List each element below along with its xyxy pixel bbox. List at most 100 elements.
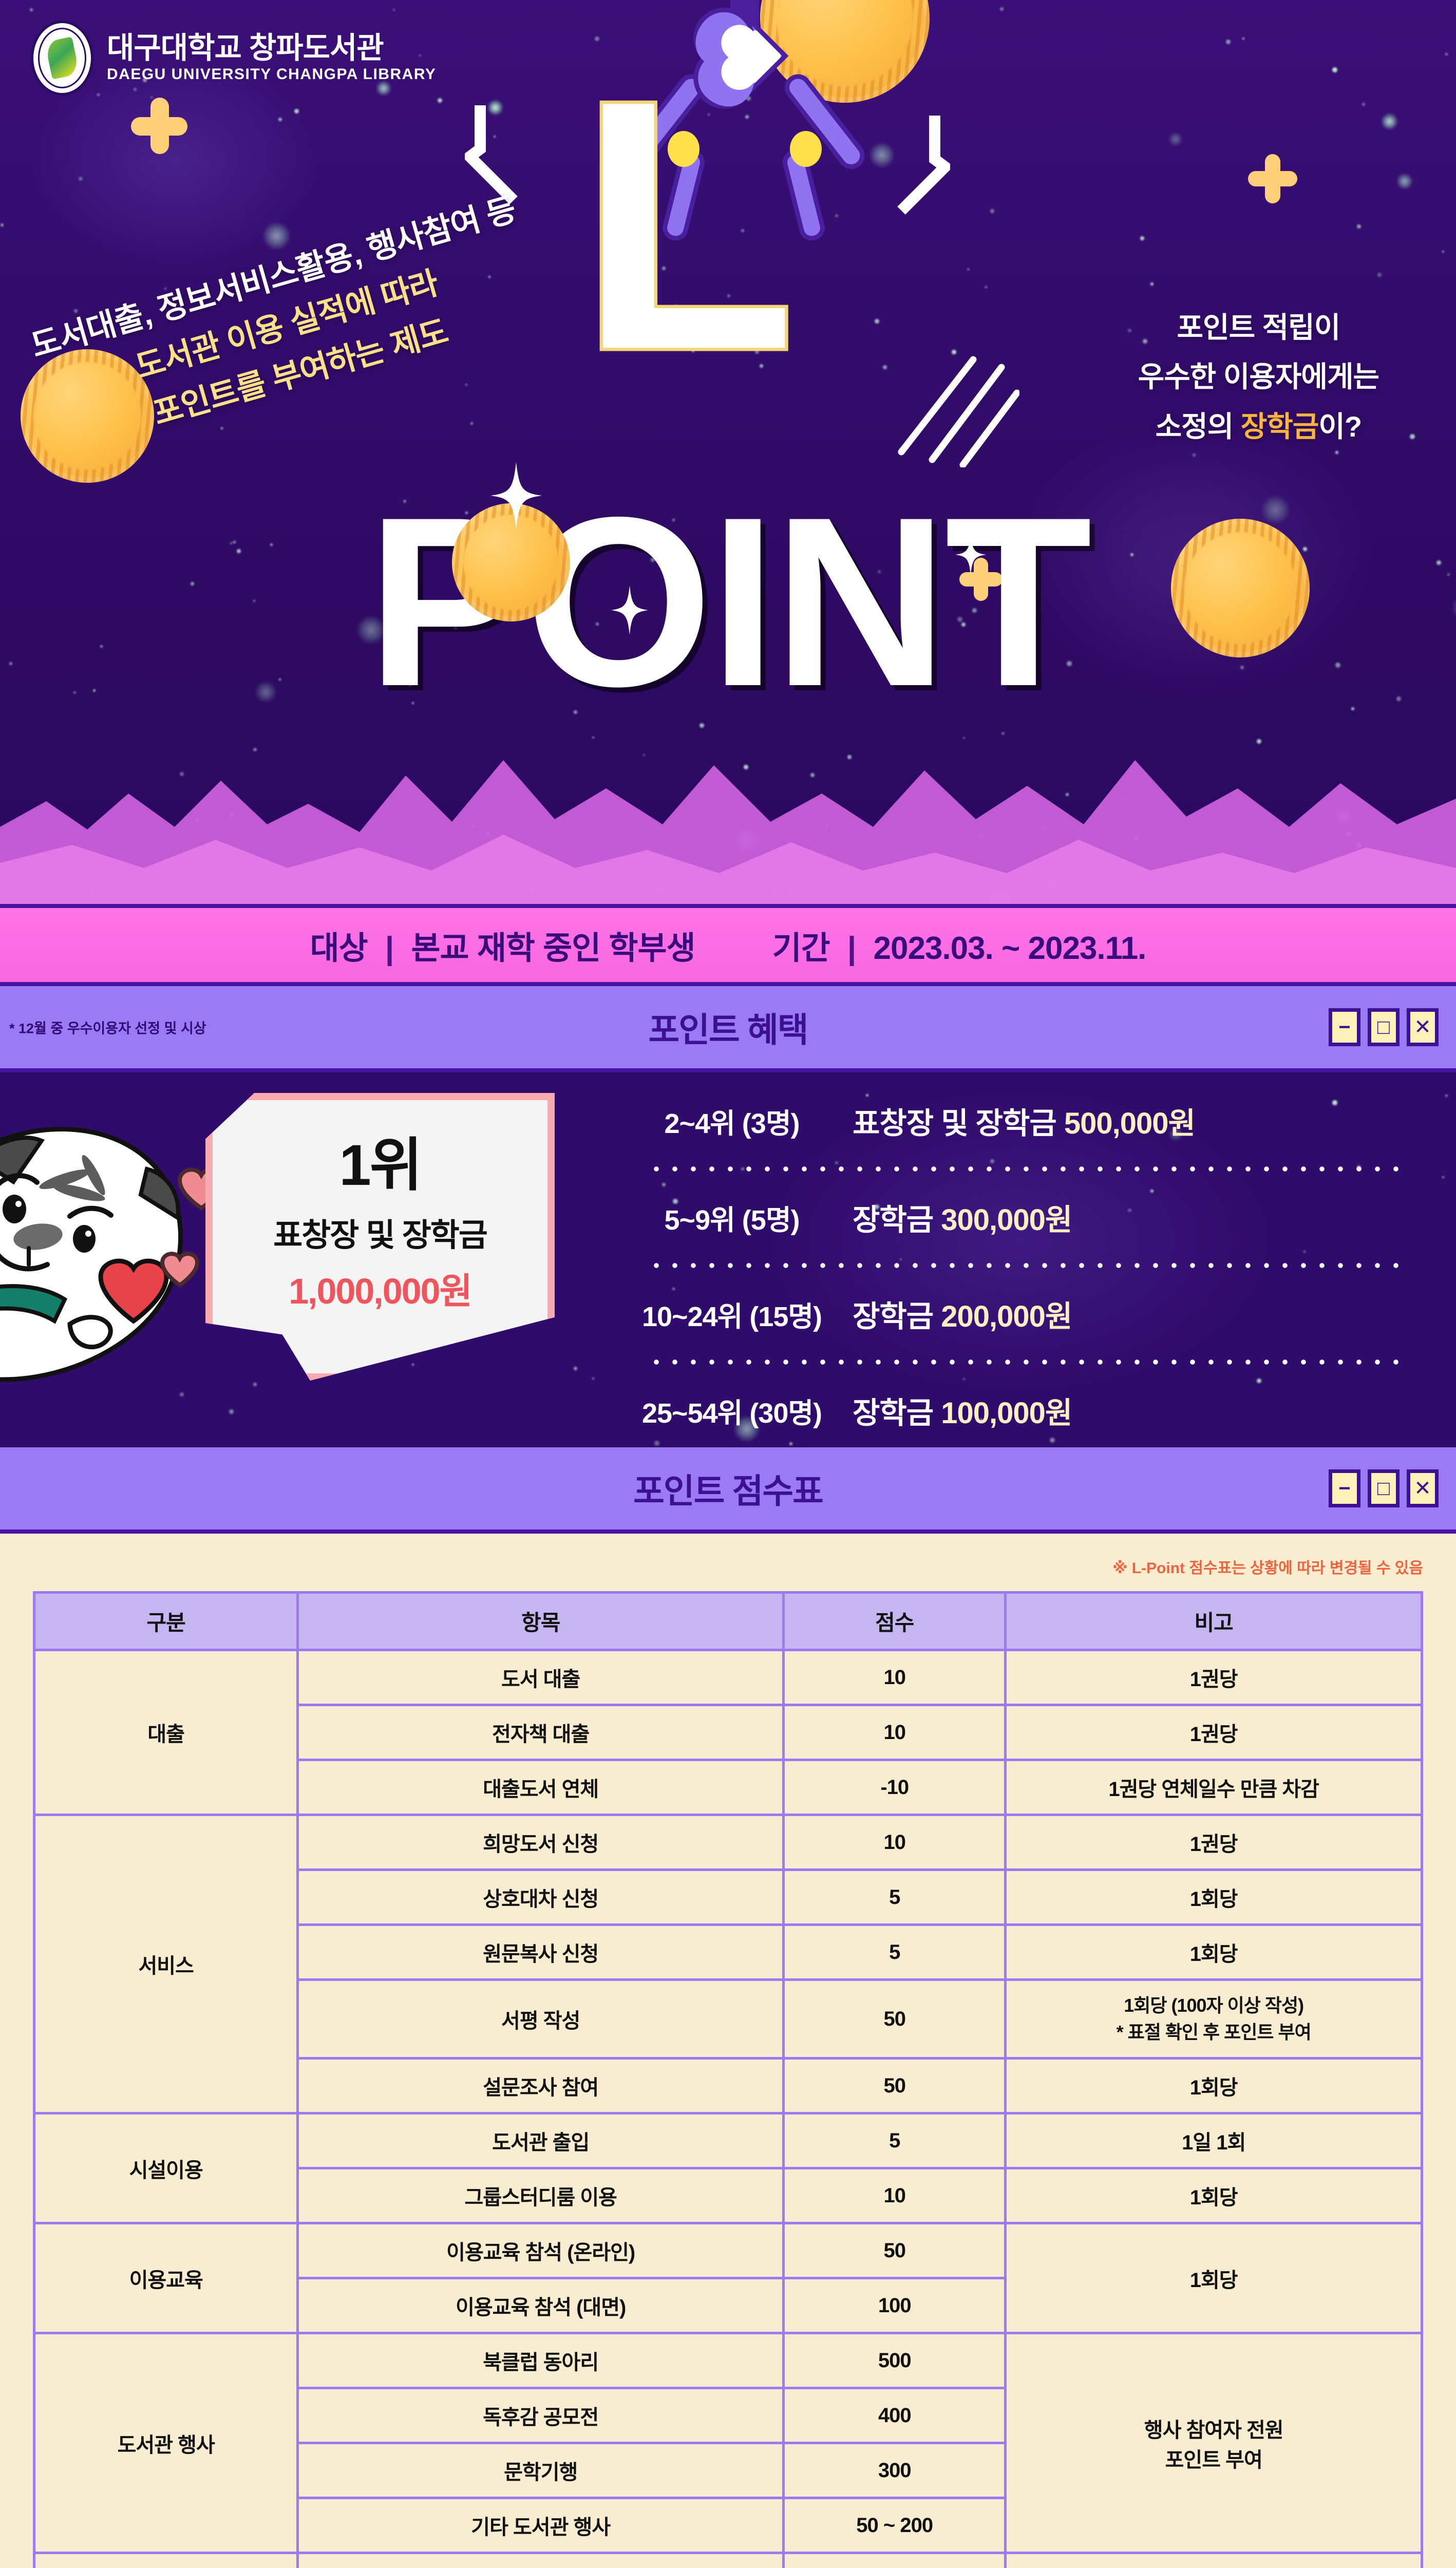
coin-icon <box>21 349 154 483</box>
table-row: 기타 도서관 행사 50 ~ 200 <box>34 2497 1422 2555</box>
hero-section: 대구대학교 창파도서관 DAEGU UNIVERSITY CHANGPA LIB… <box>0 0 1456 904</box>
university-seal-icon <box>31 21 93 96</box>
table-cell-remark: 행사 참여자 전원 포인트 부여 <box>1004 2332 1423 2555</box>
prize-label: 장학금 <box>853 1203 941 1237</box>
table-cell-score: 10 <box>782 1704 1007 1761</box>
table-cell-remark: 1회당 <box>1004 2167 1423 2225</box>
table-cell-remark: 1회당 <box>1004 2057 1423 2115</box>
target-period-bar: 대상 | 본교 재학 중인 학부생 기간 | 2023.03. ~ 2023.1… <box>0 904 1456 986</box>
brand-logo: 대구대학교 창파도서관 DAEGU UNIVERSITY CHANGPA LIB… <box>31 21 436 96</box>
maximize-button[interactable]: □ <box>1368 1008 1400 1046</box>
table-cell-remark: 홍보 1건당 <box>1004 2552 1423 2568</box>
prize-tier-row: 25~54위 (30명) 장학금 100,000원 <box>611 1389 1410 1432</box>
prize-tier-prize: 장학금 200,000원 <box>853 1292 1072 1335</box>
letter-l-graphic: L <box>576 27 799 423</box>
table-cell-remark: 1권당 <box>1004 1814 1423 1871</box>
table-cell-remark: 1회당 (100자 이상 작성) * 표절 확인 후 포인트 부여 <box>1004 1978 1423 2060</box>
separator: | <box>847 931 856 966</box>
table-cell-score: 10 <box>782 1814 1007 1871</box>
table-cell-item: 북클럽 동아리 <box>296 2332 785 2390</box>
table-column-header: 구분 <box>32 1591 299 1651</box>
score-table-section: ※ L-Point 점수표는 상황에 따라 변경될 수 있음 구분 항목 점수 비고 … <box>0 1534 1456 2568</box>
score-table-note: ※ L-Point 점수표는 상황에 따라 변경될 수 있음 <box>1112 1560 1423 1577</box>
sparkle-icon <box>490 462 542 532</box>
table-cell-score: 50 <box>782 2057 1007 2115</box>
hero-copy-left: 도서대출, 정보서비스활용, 행사참여 등 도서관 이용 실적에 따라 포인트를… <box>25 185 549 466</box>
table-column-header: 항목 <box>296 1591 785 1651</box>
dotted-divider <box>647 1165 1410 1173</box>
prize-label: 표창장 및 장학금 <box>853 1107 1064 1140</box>
close-button[interactable]: ✕ <box>1407 1469 1439 1507</box>
table-cell-item: 도서 대출 <box>296 1649 785 1706</box>
table-cell-score: 50 <box>782 2552 1007 2568</box>
table-cell-item: 그룹스터디룸 이용 <box>296 2167 785 2225</box>
table-cell-item: 원문복사 신청 <box>296 1923 785 1981</box>
table-row: 그룹스터디룸 이용 10 1회당 <box>34 2167 1423 2225</box>
table-cell-group: 도서관 홍보 <box>32 2552 299 2568</box>
table-cell-remark: 1일 1회 <box>1004 2112 1423 2170</box>
plus-icon <box>131 98 187 154</box>
table-cell-item: 도서관 출입 <box>296 2112 785 2170</box>
minimize-button[interactable]: − <box>1329 1469 1360 1507</box>
dotted-divider <box>647 1261 1410 1270</box>
window-controls: − □ ✕ <box>1329 1469 1439 1507</box>
prize-tier-row: 10~24위 (15명) 장학금 200,000원 <box>611 1292 1410 1335</box>
table-cell-item: 서평 작성 <box>296 1978 785 2060</box>
seal-mark-icon <box>44 36 80 80</box>
table-cell-item: 설문조사 참여 <box>296 2057 785 2115</box>
prize-tier-rank: 25~54위 (30명) <box>641 1398 822 1429</box>
table-cell-item: 대출도서 연체 <box>296 1759 785 1816</box>
table-cell-item: 독후감 공모전 <box>296 2387 785 2445</box>
table-cell-item: 전자책 대출 <box>296 1704 785 1761</box>
table-cell-score: 10 <box>782 2167 1007 2225</box>
table-cell-score: 50 <box>782 1978 1007 2060</box>
table-cell-item: 문학기행 <box>296 2442 785 2500</box>
hero-copy-right-line1: 포인트 적립이 <box>1177 311 1341 344</box>
minimize-button[interactable]: − <box>1329 1008 1360 1046</box>
benefits-section: 1위 표창장 및 장학금 1,000,000원 2~4위 (3명) 표창장 및 장… <box>0 1072 1456 1447</box>
table-row: 문학기행 300 <box>34 2442 1422 2500</box>
table-row: 이용교육 참석 (대면) 100 <box>34 2277 1422 2335</box>
table-row: 독후감 공모전 400 <box>34 2387 1422 2445</box>
benefits-title: 포인트 혜택 <box>648 1011 809 1049</box>
scholarship-highlight: 장학금 <box>1240 410 1319 443</box>
table-cell-group: 이용교육 <box>32 2222 299 2335</box>
window-controls: − □ ✕ <box>1329 1008 1439 1046</box>
brand-name-en: DAEGU UNIVERSITY CHANGPA LIBRARY <box>107 66 437 83</box>
point-wordmark: POINT <box>367 467 1092 737</box>
table-cell-item: 상호대차 신청 <box>296 1868 785 1926</box>
table-cell-remark: 1회당 <box>1004 2222 1423 2335</box>
white-tiger-mascot-icon <box>0 1127 243 1382</box>
prize-tier-row: 5~9위 (5명) 장학금 300,000원 <box>611 1196 1410 1239</box>
close-button[interactable]: ✕ <box>1407 1008 1439 1046</box>
sparkle-icon <box>611 586 648 637</box>
table-header-row: 구분 항목 점수 비고 <box>32 1591 1423 1651</box>
table-row: 도서관 홍보문자 형식50홍보 1건당 <box>32 2552 1423 2568</box>
prize-tier-list: 2~4위 (3명) 표창장 및 장학금 500,000원 5~9위 (5명) 장학금 … <box>611 1099 1410 1432</box>
hero-copy-right-line2: 우수한 이용자에게는 <box>1138 361 1379 393</box>
table-cell-score: -10 <box>782 1759 1007 1816</box>
prize-label: 장학금 <box>853 1396 941 1430</box>
table-row: 대출도서 연체 -10 1권당 연체일수 만큼 차감 <box>34 1759 1423 1816</box>
prize-tier-prize: 장학금 100,000원 <box>853 1389 1072 1432</box>
hero-copy-right: 포인트 적립이 우수한 이용자에게는 소정의 장학금이? <box>1138 303 1379 451</box>
prize-tier-rank: 10~24위 (15명) <box>641 1301 822 1332</box>
lightning-bolt-icon <box>465 100 542 208</box>
table-cell-score: 400 <box>782 2387 1007 2445</box>
table-cell-score: 5 <box>782 1923 1007 1981</box>
mountain-silhouette <box>0 760 1456 904</box>
sparkle-icon <box>955 534 986 578</box>
prize-tier-prize: 표창장 및 장학금 500,000원 <box>853 1099 1196 1142</box>
maximize-button[interactable]: □ <box>1368 1469 1400 1507</box>
score-header-bar: 포인트 점수표 − □ ✕ <box>0 1447 1456 1534</box>
period-info: 기간 | 2023.03. ~ 2023.11. <box>772 922 1147 968</box>
table-cell-remark: 1회당 <box>1004 1923 1423 1981</box>
table-cell-group: 도서관 행사 <box>32 2332 299 2555</box>
separator: | <box>385 931 394 966</box>
table-row: 원문복사 신청 5 1회당 <box>34 1923 1423 1981</box>
coin-icon <box>452 503 570 621</box>
table-cell-group: 대출 <box>32 1649 299 1816</box>
table-cell-score: 50 ~ 200 <box>782 2497 1007 2555</box>
prize-amount: 100,000원 <box>941 1396 1072 1430</box>
